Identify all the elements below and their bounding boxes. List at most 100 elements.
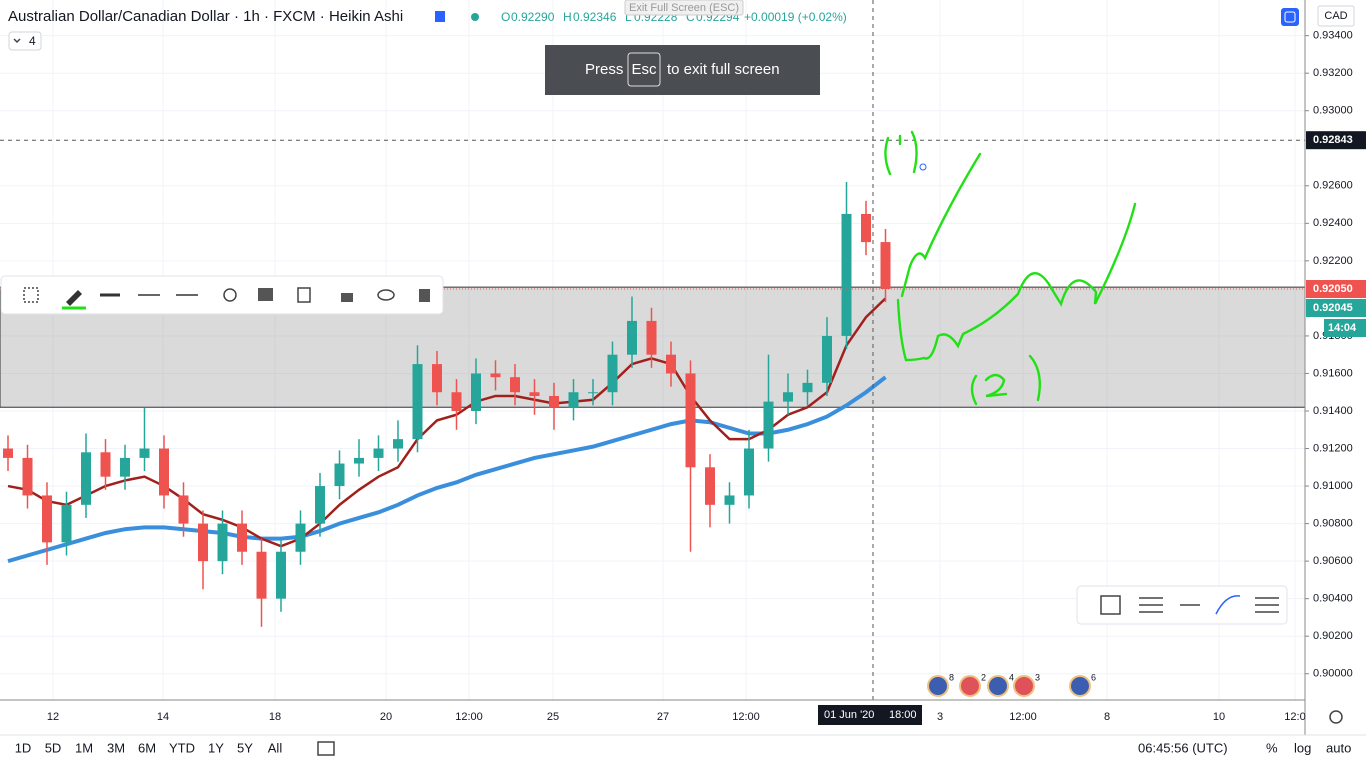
range-button[interactable]: YTD (169, 740, 195, 755)
axis-settings[interactable] (1329, 710, 1343, 724)
symbol-title: Australian Dollar/Canadian Dollar · 1h ·… (8, 8, 403, 25)
tooltip-box (624, 0, 744, 16)
event-count: 6 (1091, 672, 1096, 682)
candle-body (3, 448, 13, 458)
x-tick-label: 12:00 (1009, 711, 1037, 723)
y-tick-label: 0.92400 (1313, 217, 1353, 229)
range-button[interactable]: 6M (138, 740, 156, 755)
tool-icon[interactable] (419, 289, 430, 302)
clock: 06:45:56 (UTC) (1138, 740, 1228, 755)
tool-icon[interactable] (1255, 597, 1279, 613)
drawn-path (900, 152, 982, 298)
moving-average (7, 297, 887, 548)
event-icon[interactable] (987, 675, 1009, 697)
currency-box[interactable] (1317, 5, 1355, 27)
range-button[interactable]: 1M (75, 740, 93, 755)
tool-icon[interactable] (223, 288, 237, 302)
candle-body (763, 401, 774, 449)
esc-key-label: Esc (631, 61, 657, 78)
candle-body (354, 457, 364, 464)
ohlc-value: 0.92290 (511, 10, 555, 24)
drawing-handle[interactable] (919, 163, 927, 171)
date-range-icon[interactable] (317, 741, 335, 756)
y-tick-label: 0.93000 (1313, 105, 1353, 117)
tool-icon[interactable] (297, 287, 311, 303)
candle-body (295, 523, 306, 552)
range-button[interactable]: 5D (45, 740, 62, 755)
bid-price-label: 0.92045 (1313, 302, 1353, 314)
ohlc-label: C (686, 10, 695, 24)
candle-body (549, 395, 559, 408)
candle-body (81, 452, 91, 505)
log-toggle[interactable]: log (1294, 740, 1311, 755)
event-count: 8 (949, 672, 954, 682)
indicator-count: 4 (29, 34, 36, 48)
event-icon[interactable] (927, 675, 949, 697)
range-button[interactable]: 1D (15, 740, 32, 755)
hand-drawing (884, 130, 1137, 406)
candle-body (666, 354, 676, 374)
tool-icon[interactable] (377, 289, 395, 301)
x-tick-label: 12:00 (732, 711, 760, 723)
ohlc-value: 0.92346 (573, 10, 617, 24)
tooltip: Exit Full Screen (ESC) (629, 2, 739, 14)
y-tick-label: 0.90000 (1313, 668, 1353, 680)
y-tick-label: 0.91000 (1313, 480, 1353, 492)
candle-body (139, 448, 150, 458)
range-button[interactable]: 1Y (208, 740, 224, 755)
crosshair-date: 01 Jun '20 (824, 709, 874, 721)
y-tick-label: 0.92600 (1313, 180, 1353, 192)
event-icon[interactable] (1069, 675, 1091, 697)
y-tick-label: 0.90600 (1313, 555, 1353, 567)
candle-body (510, 377, 520, 393)
y-tick-label: 0.91400 (1313, 405, 1353, 417)
tool-icon[interactable] (23, 287, 39, 303)
candle-body (256, 551, 267, 599)
candle-body (471, 373, 481, 411)
moving-average (7, 375, 887, 564)
candle-body (61, 504, 72, 543)
candle-body (783, 392, 793, 402)
candle-body (646, 320, 657, 355)
flag-icon[interactable] (435, 11, 445, 22)
tool-icon[interactable] (1215, 595, 1241, 615)
range-button[interactable]: 3M (107, 740, 125, 755)
candle-body (432, 364, 442, 393)
range-button[interactable]: 5Y (237, 740, 253, 755)
candle-body (627, 320, 637, 355)
indicators-toggle[interactable] (8, 31, 42, 51)
candle-body (490, 373, 501, 378)
auto-toggle[interactable]: auto (1326, 740, 1351, 755)
candle-body (22, 457, 33, 496)
event-icon[interactable] (959, 675, 981, 697)
tool-icon[interactable] (341, 293, 353, 302)
pattern-toolbar (1076, 585, 1288, 625)
candle-body (529, 392, 540, 396)
x-tick-label: 14 (157, 711, 169, 723)
x-tick-label: 3 (937, 711, 943, 723)
candle-body (412, 364, 423, 440)
candle-body (451, 392, 462, 411)
candle-body (393, 439, 403, 449)
drawn-label-1 (884, 130, 918, 176)
tool-icon[interactable] (1139, 597, 1163, 613)
crosshair-time: 18:00 (889, 709, 917, 721)
y-tick-label: 0.93200 (1313, 67, 1353, 79)
y-tick-label: 0.90200 (1313, 630, 1353, 642)
event-icon[interactable] (1013, 675, 1035, 697)
tool-icon[interactable] (66, 290, 82, 306)
bottom-bar: 1D 5D 1M 3M 6M YTD 1Y 5Y All 06:45:56 (UTC)% log au… (15, 740, 1352, 755)
percent-toggle[interactable]: % (1266, 740, 1278, 755)
crosshair-price-label-box (1306, 131, 1366, 150)
crosshair-price-label: 0.92843 (1313, 134, 1353, 146)
tool-icon[interactable] (258, 288, 273, 301)
candle-body (685, 373, 696, 468)
settings-button[interactable] (1281, 8, 1299, 26)
currency: CAD (1324, 10, 1347, 22)
settings-icon (1284, 11, 1296, 23)
fullscreen-notice (545, 45, 820, 95)
drawn-path (896, 202, 1137, 362)
candle-body (880, 242, 891, 290)
range-button[interactable]: All (268, 740, 283, 755)
tool-icon[interactable] (1100, 595, 1121, 615)
